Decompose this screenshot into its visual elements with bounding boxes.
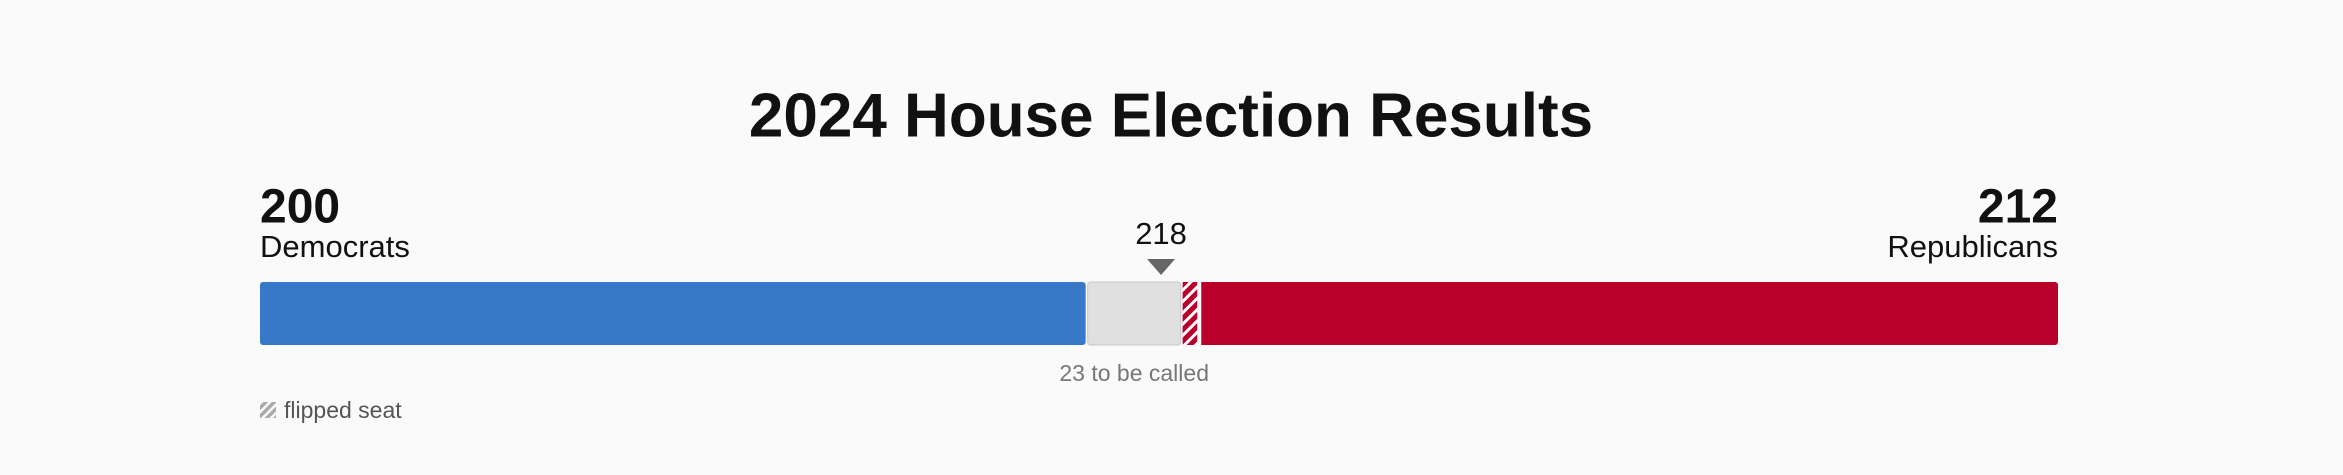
majority-label: 218	[1135, 216, 1187, 251]
title: 2024 House Election Results	[749, 81, 1593, 150]
dem-name: Democrats	[260, 229, 410, 264]
dem-seats: 200	[260, 181, 340, 234]
rep-flipped	[1182, 282, 1200, 345]
rep-name: Republicans	[1887, 229, 2058, 264]
uncalled-label: 23 to be called	[1059, 360, 1209, 386]
dem-bar	[260, 282, 1086, 345]
legend-label: flipped seat	[284, 397, 402, 423]
uncalled-bar	[1087, 281, 1182, 346]
rep-bar	[1182, 282, 2058, 345]
rep-seats: 212	[1978, 181, 2058, 234]
majority-marker	[1147, 259, 1176, 275]
legend-swatch	[260, 402, 276, 418]
